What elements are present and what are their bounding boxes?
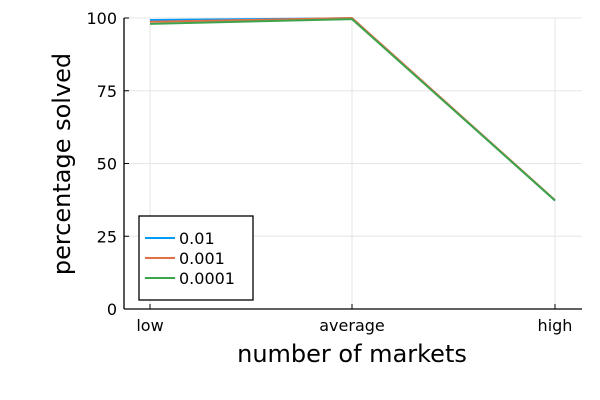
y-axis-title: percentage solved bbox=[48, 53, 76, 275]
y-tick-label: 50 bbox=[97, 155, 117, 174]
x-tick-label: high bbox=[538, 316, 573, 335]
ticks: 0 25 50 75 100 low average high bbox=[86, 9, 572, 335]
x-tick-label: average bbox=[319, 316, 385, 335]
x-tick-label: low bbox=[136, 316, 163, 335]
y-tick-label: 100 bbox=[86, 9, 117, 28]
legend-label: 0.01 bbox=[179, 229, 215, 248]
series-lines bbox=[149, 17, 556, 202]
legend-label: 0.001 bbox=[179, 249, 225, 268]
y-tick-label: 0 bbox=[107, 300, 117, 319]
x-axis-title: number of markets bbox=[237, 340, 467, 368]
series-line-0.0001 bbox=[149, 18, 556, 202]
legend-label: 0.0001 bbox=[179, 269, 235, 288]
y-tick-label: 25 bbox=[97, 227, 117, 246]
y-tick-label: 75 bbox=[97, 82, 117, 101]
